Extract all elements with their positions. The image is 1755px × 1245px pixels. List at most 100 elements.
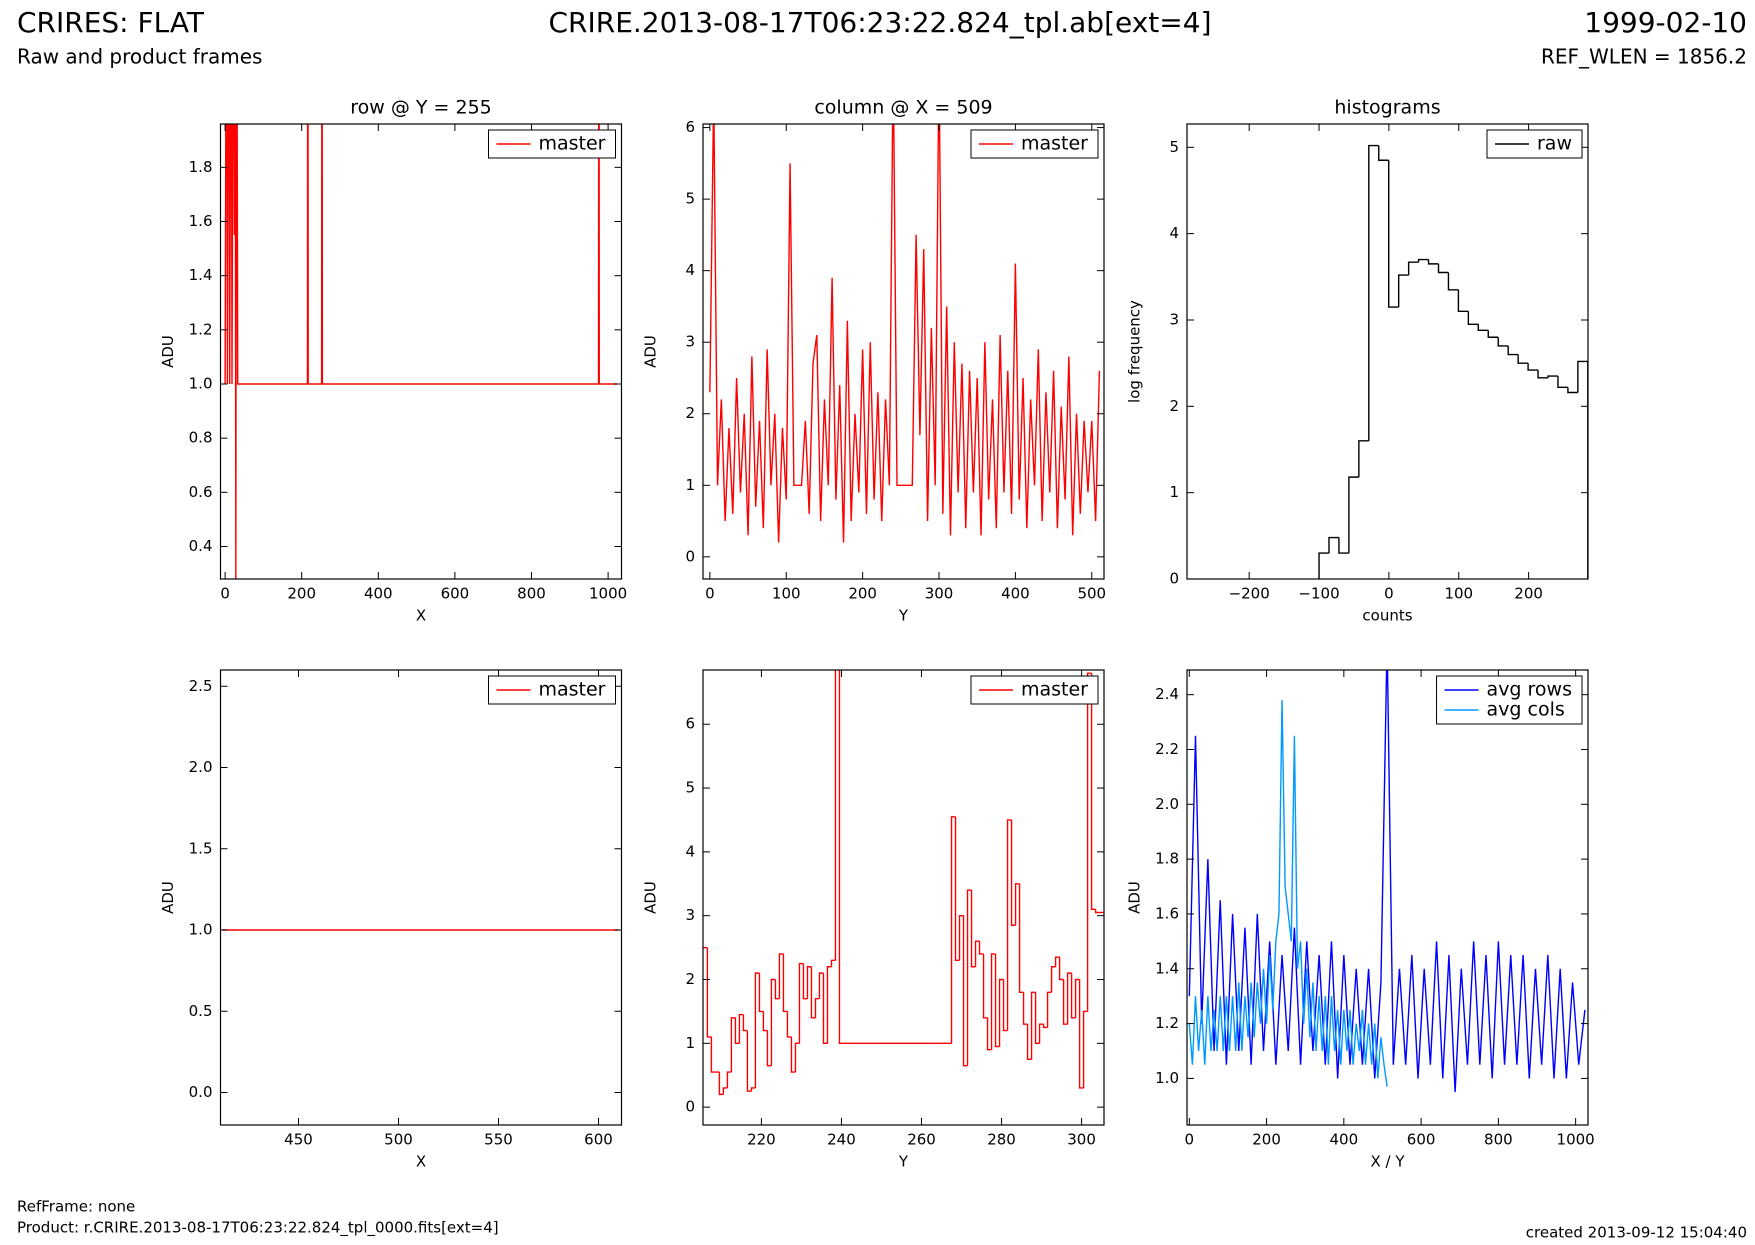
x-tick-label: 300 [1067,1131,1096,1149]
step-segment [746,1030,752,1092]
step-segment [978,941,984,955]
x-tick-label: −100 [1298,585,1339,603]
footer-product: Product: r.CRIRE.2013-08-17T06:23:22.824… [17,1219,499,1238]
y-tick-label: 1.6 [1155,904,1179,922]
plot-area [703,670,1104,1096]
step-segment [814,997,820,1018]
x-tick-label: 550 [484,1131,513,1149]
y-tick-label: 1 [1169,483,1179,501]
y-tick-label: 1 [685,1034,695,1052]
y-tick-label: 2.5 [189,677,213,695]
y-tick-label: 1.8 [1155,850,1179,868]
step-segment [998,978,1004,1047]
x-axis-label: Y [898,1153,909,1171]
histogram-bin [1447,272,1459,291]
y-tick-label: 6 [685,715,695,733]
step-segment [1066,972,1072,1025]
panel: −200 −100 0 100 200 0 1 2 3 4 5 histograms counts log… [1126,97,1589,625]
step-segment [1094,909,1100,914]
step-segment [798,962,804,1044]
x-axis-label: X [416,1153,426,1171]
header-subtitle: Raw and product frames [17,45,262,69]
step-segment [994,953,1000,1048]
legend-box [1486,129,1583,159]
step-segment [810,966,816,1019]
step-segment [762,1011,768,1032]
y-tick-label: 0 [685,547,695,565]
series-line [1188,700,1388,1087]
legend-label: master [1021,679,1088,701]
step-segment [1062,979,1068,1025]
step-segment [1074,978,1080,1018]
step-segment [826,966,832,1044]
plot-frame [702,123,1105,580]
plot-frame [1186,669,1589,1126]
step-segment [1086,672,1092,1012]
step-segment [1022,992,1028,1025]
step-segment [718,1072,724,1096]
series-line [1188,670,1586,1093]
chart-title: histograms [1334,97,1440,119]
histogram-bin [1567,387,1578,394]
plot-area [1318,144,1588,579]
y-tick-label: 5 [685,779,695,797]
histogram-bin [1338,537,1349,554]
step-segment [834,670,837,961]
y-tick-label: 0 [1169,570,1179,588]
plot-frame [702,669,1105,1126]
legend-label: master [538,133,605,155]
step-segment [750,1087,756,1092]
step-segment [1014,883,1020,926]
x-tick-label: 200 [287,585,316,603]
y-axis-label: log frequency [1126,300,1144,403]
footer-created: created 2013-09-12 15:04:40 [1526,1224,1747,1242]
step-segment [790,1036,796,1073]
step-segment [1082,1010,1088,1088]
step-segment [734,1017,740,1045]
y-tick-label: 5 [685,190,695,208]
y-tick-label: 1.0 [189,921,213,939]
histogram-bin [1427,259,1439,265]
y-tick-label: 2 [1169,397,1179,415]
y-axis-label: ADU [159,335,177,368]
legend: master [970,675,1099,705]
y-tick-label: 6 [685,118,695,136]
step-segment [754,972,760,1088]
step-segment [710,1036,716,1073]
legend: raw [1486,129,1583,159]
step-segment [1078,979,1084,1089]
step-segment [1054,956,1060,967]
x-tick-label: 100 [772,585,801,603]
header-file: CRIRE.2013-08-17T06:23:22.824_tpl.ab[ext… [548,6,1211,39]
step-segment [722,1087,728,1095]
y-tick-label: 2.0 [1155,795,1179,813]
y-tick-label: 4 [1169,224,1179,242]
y-tick-label: 2.4 [1155,685,1179,703]
legend-box [1436,675,1583,725]
x-tick-label: 0 [1384,585,1394,603]
step-segment [1038,1023,1044,1044]
x-tick-label: 800 [517,585,546,603]
x-tick-label: 0 [220,585,230,603]
plot-area [709,124,1101,543]
step-segment [794,1042,800,1073]
step-segment [986,1017,992,1051]
step-segment [958,914,964,961]
step-segment [742,1014,748,1032]
x-tick-label: 800 [1484,1131,1513,1149]
step-segment [1050,966,1056,993]
step-segment [954,816,960,962]
y-tick-label: 3 [1169,310,1179,328]
legend-label: raw [1537,133,1572,155]
legend-label: avg rows [1487,679,1572,701]
x-tick-label: 1000 [589,585,627,603]
histogram-bin [1467,311,1479,326]
histogram-bin [1417,258,1429,263]
y-tick-label: 2.2 [1155,740,1179,758]
x-tick-label: 200 [848,585,877,603]
x-axis-label: X [416,607,426,625]
x-axis-label: counts [1362,607,1412,625]
x-tick-label: 240 [827,1131,856,1149]
